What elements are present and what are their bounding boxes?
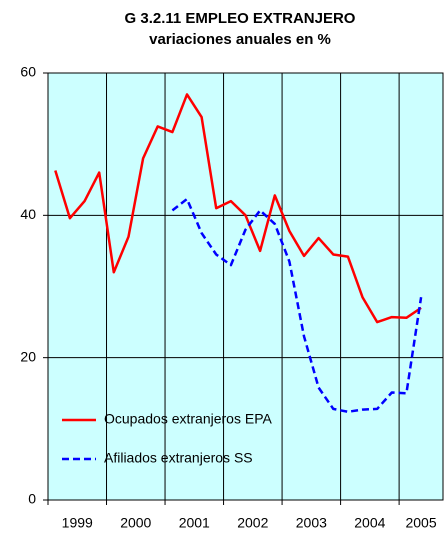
plot-area <box>48 73 443 500</box>
y-tick-label: 20 <box>20 348 36 364</box>
x-tick-label: 2005 <box>405 515 436 531</box>
x-tick-label: 2004 <box>354 515 385 531</box>
series-line <box>54 93 422 324</box>
x-tick-label: 2001 <box>179 515 210 531</box>
chart-title: G 3.2.11 EMPLEO EXTRANJERO <box>125 10 356 27</box>
x-tick-label: 2002 <box>237 515 268 531</box>
y-tick-label: 0 <box>28 491 36 507</box>
plot-border <box>47 72 444 501</box>
x-tick-label: 2000 <box>120 515 151 531</box>
chart-subtitle: variaciones anuales en % <box>149 31 331 48</box>
y-tick-label: 60 <box>20 64 36 80</box>
x-tick-label: 2003 <box>296 515 327 531</box>
legend-label: Ocupados extranjeros EPA <box>104 411 272 427</box>
legend-label: Afiliados extranjeros SS <box>104 450 253 466</box>
series-line <box>171 197 423 414</box>
x-tick-label: 1999 <box>62 515 93 531</box>
y-tick-label: 40 <box>20 206 36 222</box>
